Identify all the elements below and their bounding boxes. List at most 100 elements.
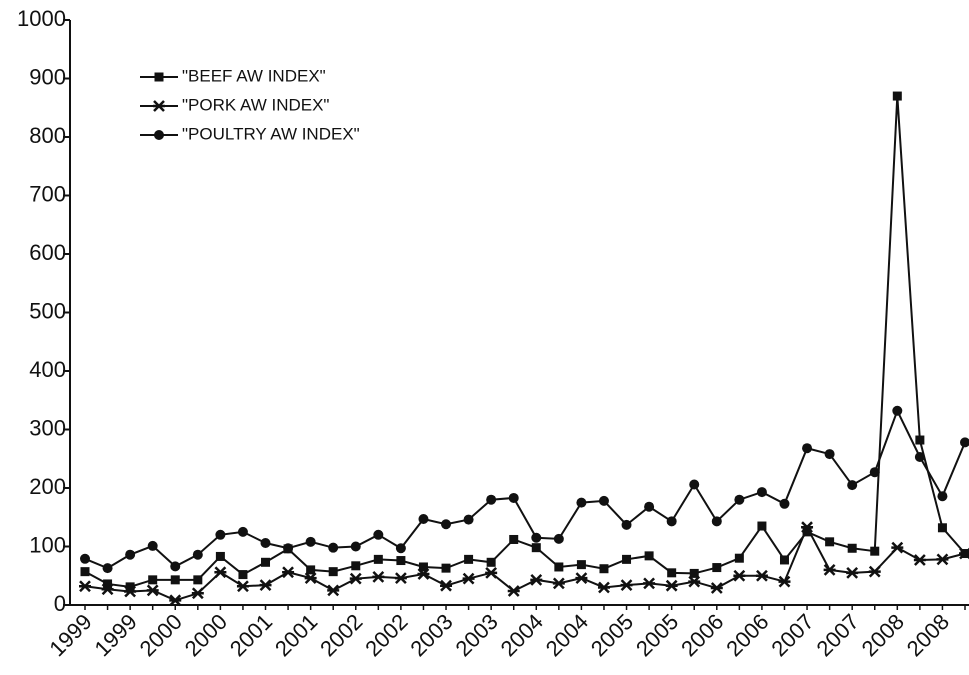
data-point (825, 537, 835, 547)
data-point (373, 529, 384, 540)
x-tick-label: 2008 (902, 609, 954, 661)
data-point (553, 533, 564, 544)
data-point (394, 572, 407, 584)
data-point (710, 582, 723, 594)
data-point (125, 582, 135, 592)
data-point (350, 541, 361, 552)
data-point (643, 577, 656, 590)
y-tick-label: 0 (54, 591, 66, 616)
data-point (282, 566, 295, 579)
data-point (868, 565, 881, 578)
data-point (621, 519, 632, 530)
data-point (305, 536, 316, 547)
data-point (846, 566, 859, 579)
x-tick-label: 2007 (812, 609, 864, 661)
x-tick-label: 2006 (676, 609, 728, 661)
data-point (304, 572, 317, 584)
data-point (260, 537, 271, 548)
x-tick-label: 2004 (541, 609, 593, 661)
data-point (395, 543, 406, 554)
data-point (146, 584, 159, 597)
data-point (153, 100, 165, 112)
data-point (734, 553, 744, 563)
data-point (666, 516, 677, 527)
y-tick-label: 500 (29, 298, 66, 323)
data-point (644, 501, 655, 512)
data-point (937, 491, 948, 502)
y-tick-label: 1000 (17, 6, 66, 31)
data-point (598, 495, 609, 506)
y-tick-label: 800 (29, 123, 66, 148)
data-point (757, 521, 767, 531)
data-point (688, 575, 701, 588)
data-point (147, 540, 158, 551)
data-point (552, 577, 565, 590)
x-tick-label: 2007 (766, 609, 818, 661)
data-point (154, 72, 164, 82)
data-point (462, 572, 475, 585)
data-point (372, 571, 385, 583)
data-point (101, 583, 114, 596)
y-tick-label: 100 (29, 532, 66, 557)
data-point (689, 479, 700, 490)
data-point (373, 554, 383, 564)
data-point (622, 554, 632, 564)
data-point (507, 585, 520, 597)
data-point (599, 564, 609, 574)
data-point (214, 566, 227, 579)
data-point (847, 543, 857, 553)
data-point (306, 565, 316, 575)
data-point (891, 541, 904, 554)
series-line (84, 408, 966, 570)
data-point (824, 449, 835, 460)
data-point (644, 551, 654, 561)
data-point (733, 569, 746, 582)
data-point (215, 529, 226, 540)
data-point (237, 526, 248, 537)
data-point (486, 494, 497, 505)
data-point (418, 562, 428, 572)
data-point (576, 497, 587, 508)
data-point (801, 521, 814, 534)
data-point (892, 91, 902, 101)
data-point (913, 554, 926, 566)
data-point (259, 579, 272, 591)
data-point (463, 514, 474, 525)
x-tick-label: 2006 (721, 609, 773, 661)
data-point (283, 543, 294, 554)
data-point (914, 451, 925, 462)
legend-label: "BEEF AW INDEX" (182, 66, 326, 85)
data-point (756, 487, 767, 498)
data-point (869, 467, 880, 478)
x-tick-label: 2003 (405, 609, 457, 661)
data-point (509, 534, 519, 544)
data-point (779, 498, 790, 509)
x-tick-label: 1999 (44, 609, 96, 661)
data-point (154, 130, 164, 140)
data-point (554, 562, 564, 572)
y-tick-label: 400 (29, 357, 66, 382)
data-point (576, 560, 586, 570)
data-point (508, 492, 519, 503)
data-point (441, 519, 452, 530)
data-point (597, 581, 610, 594)
data-point (802, 527, 812, 537)
data-point (620, 579, 633, 591)
data-point (102, 563, 113, 574)
data-point (440, 579, 453, 592)
x-tick-label: 2005 (631, 609, 683, 661)
data-point (870, 546, 880, 556)
x-tick-label: 1999 (89, 609, 141, 661)
data-point (261, 557, 271, 567)
data-point (148, 575, 158, 585)
data-point (960, 437, 969, 448)
data-point (215, 551, 225, 561)
data-point (802, 443, 813, 454)
data-point (170, 561, 181, 572)
data-point (575, 572, 588, 584)
data-point (417, 568, 430, 580)
data-point (441, 563, 451, 573)
data-point (712, 563, 722, 573)
data-point (689, 568, 699, 578)
